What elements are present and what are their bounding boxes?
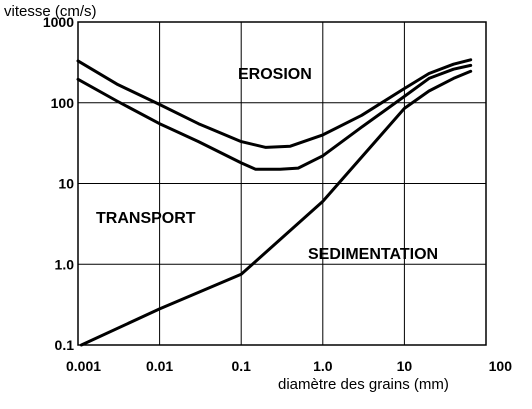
x-tick-label: 0.01 <box>146 358 173 374</box>
sedimentation-curve <box>79 69 473 347</box>
plot-frame <box>77 21 487 346</box>
x-tick-label: 0.001 <box>66 358 101 374</box>
y-tick-label: 0.1 <box>55 337 75 353</box>
curves <box>76 58 473 347</box>
erosion-lower-curve <box>76 63 473 171</box>
y-tick-label: 10 <box>58 176 74 192</box>
y-axis-title: vitesse (cm/s) <box>4 3 97 20</box>
y-tick-label: 1.0 <box>55 256 75 272</box>
erosion-upper-curve <box>76 58 473 149</box>
y-tick-labels: 1000 100 10 1.0 0.1 <box>43 14 74 353</box>
y-tick-label: 1000 <box>43 14 74 30</box>
region-label-transport: TRANSPORT <box>96 210 196 227</box>
x-tick-labels: 0.001 0.01 0.1 1.0 10 100 <box>66 358 512 374</box>
x-axis-title: diamètre des grains (mm) <box>278 376 449 393</box>
x-tick-label: 10 <box>397 358 413 374</box>
y-tick-label: 100 <box>51 95 75 111</box>
region-label-sedimentation: SEDIMENTATION <box>308 246 438 263</box>
x-tick-label: 1.0 <box>313 358 333 374</box>
region-label-erosion: EROSION <box>238 66 312 83</box>
x-tick-label: 100 <box>489 358 513 374</box>
grid <box>78 22 486 345</box>
x-tick-label: 0.1 <box>231 358 251 374</box>
